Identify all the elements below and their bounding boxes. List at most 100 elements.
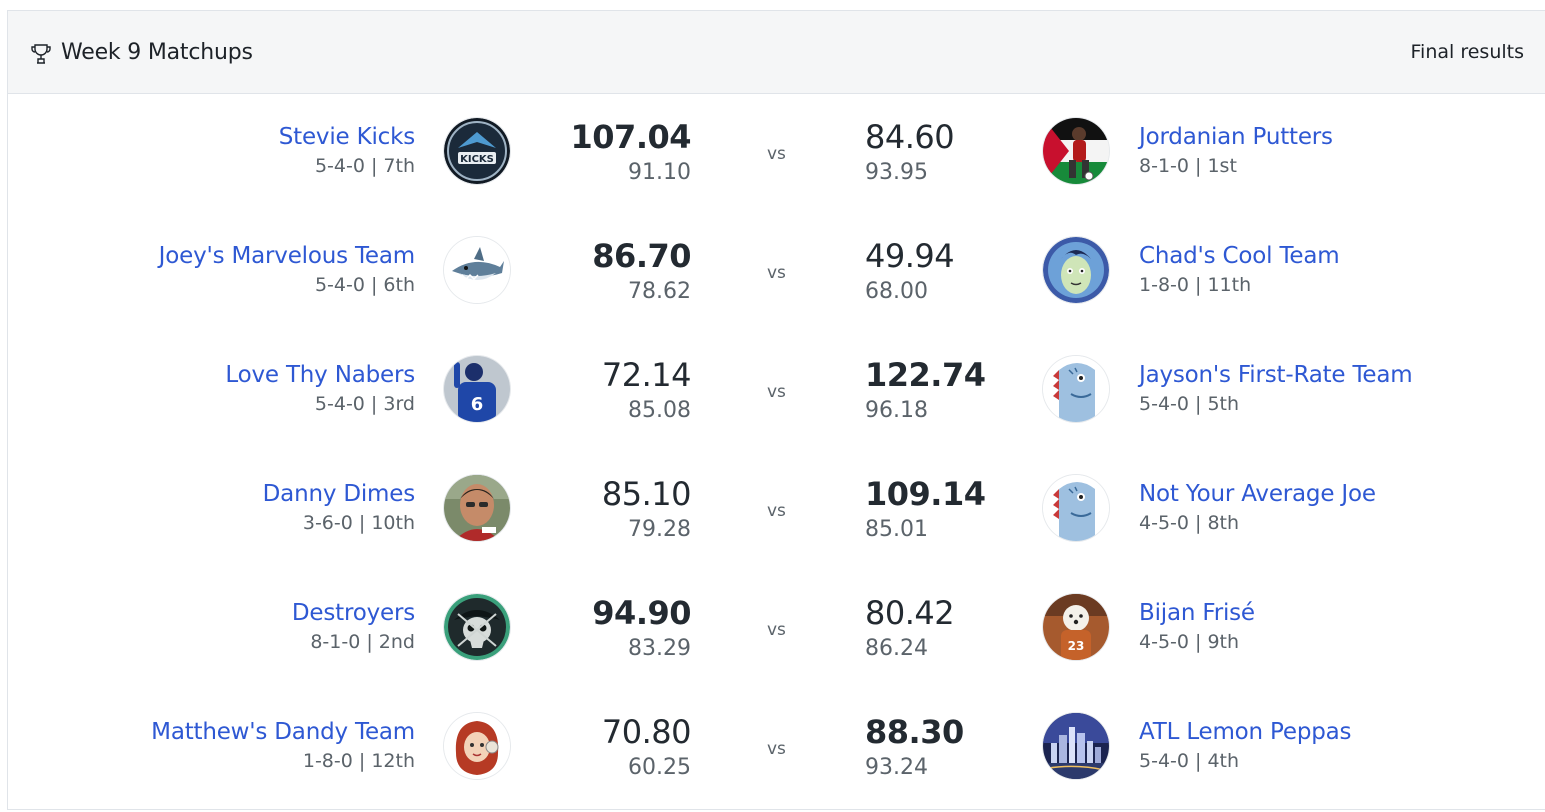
away-team-scores: 122.74 96.18 xyxy=(865,356,986,424)
away-team-scores: 109.14 85.01 xyxy=(865,475,986,543)
away-team-avatar[interactable] xyxy=(1043,475,1109,541)
matchup-row[interactable]: Love Thy Nabers 5-4-0 | 3rd 6 72.14 85.0… xyxy=(8,332,1545,451)
away-team-projected: 86.24 xyxy=(865,636,928,661)
away-team-score: 84.60 xyxy=(865,118,955,156)
home-team-score: 107.04 xyxy=(570,118,692,156)
home-team-name[interactable]: Stevie Kicks xyxy=(278,124,415,150)
home-team-info: Destroyers 8-1-0 | 2nd xyxy=(292,600,415,653)
away-team-score: 80.42 xyxy=(865,594,955,632)
away-team-avatar[interactable] xyxy=(1043,356,1109,422)
matchup-row[interactable]: Joey's Marvelous Team 5-4-0 | 6th 86.70 … xyxy=(8,213,1545,332)
away-team-projected: 93.24 xyxy=(865,755,928,780)
home-team-record: 5-4-0 | 7th xyxy=(314,155,415,177)
home-team-name[interactable]: Love Thy Nabers xyxy=(225,362,415,388)
home-team-scores: 70.80 60.25 xyxy=(601,713,692,781)
home-team-projected: 79.28 xyxy=(628,517,691,542)
matchup-row[interactable]: Matthew's Dandy Team 1-8-0 | 12th 70.80 … xyxy=(8,689,1545,808)
home-team-avatar[interactable]: 6 xyxy=(444,356,510,422)
away-team-scores: 80.42 86.24 xyxy=(865,594,955,662)
away-team-score: 88.30 xyxy=(865,713,964,751)
away-team-avatar[interactable] xyxy=(1043,237,1109,303)
away-team-avatar[interactable] xyxy=(1043,713,1109,779)
away-team-record: 4-5-0 | 8th xyxy=(1139,512,1240,534)
home-team-projected: 85.08 xyxy=(628,398,691,423)
home-team-record: 5-4-0 | 3rd xyxy=(314,393,415,415)
home-team-projected: 83.29 xyxy=(628,636,691,661)
away-team-scores: 49.94 68.00 xyxy=(865,237,955,305)
home-team-info: Joey's Marvelous Team 5-4-0 | 6th xyxy=(158,243,416,296)
home-team-info: Danny Dimes 3-6-0 | 10th xyxy=(262,481,416,534)
home-team-projected: 78.62 xyxy=(628,279,691,304)
vs-label: vs xyxy=(767,144,786,164)
away-team-score: 122.74 xyxy=(865,356,986,394)
home-team-avatar[interactable] xyxy=(444,713,510,779)
matchup-row[interactable]: Destroyers 8-1-0 | 2nd 94.90 83.29 vs 80… xyxy=(8,570,1545,689)
home-team-record: 8-1-0 | 2nd xyxy=(310,631,415,653)
home-team-projected: 91.10 xyxy=(628,160,691,185)
home-team-scores: 94.90 83.29 xyxy=(592,594,691,662)
away-team-name[interactable]: Jayson's First-Rate Team xyxy=(1139,362,1413,388)
away-team-record: 4-5-0 | 9th xyxy=(1139,631,1240,653)
vs-label: vs xyxy=(767,382,786,402)
home-team-score: 94.90 xyxy=(592,594,691,632)
home-team-record: 1-8-0 | 12th xyxy=(302,750,415,772)
home-team-projected: 60.25 xyxy=(628,755,691,780)
home-team-score: 72.14 xyxy=(601,356,692,394)
away-team-name[interactable]: Jordanian Putters xyxy=(1139,124,1333,150)
matchup-row[interactable]: Stevie Kicks 5-4-0 | 7th KICKS 107.04 91… xyxy=(8,94,1545,213)
home-team-avatar[interactable] xyxy=(444,594,510,660)
final-results-label: Final results xyxy=(1410,41,1524,63)
svg-text:6: 6 xyxy=(471,394,484,415)
away-team-avatar[interactable] xyxy=(1043,118,1109,184)
away-team-name[interactable]: Chad's Cool Team xyxy=(1139,243,1340,269)
home-team-avatar[interactable] xyxy=(444,475,510,541)
home-team-avatar[interactable]: KICKS xyxy=(444,118,510,184)
home-team-info: Love Thy Nabers 5-4-0 | 3rd xyxy=(225,362,415,415)
away-team-info: ATL Lemon Peppas 5-4-0 | 4th xyxy=(1139,719,1352,772)
away-team-name[interactable]: Bijan Frisé xyxy=(1139,600,1255,626)
home-team-name[interactable]: Matthew's Dandy Team xyxy=(151,719,415,745)
home-team-name[interactable]: Danny Dimes xyxy=(262,481,416,507)
home-team-info: Stevie Kicks 5-4-0 | 7th xyxy=(279,124,415,177)
trophy-icon xyxy=(31,44,51,64)
card-header: Week 9 Matchups Final results xyxy=(8,11,1545,94)
home-team-info: Matthew's Dandy Team 1-8-0 | 12th xyxy=(151,719,415,772)
away-team-record: 5-4-0 | 4th xyxy=(1139,750,1240,772)
away-team-info: Chad's Cool Team 1-8-0 | 11th xyxy=(1139,243,1340,296)
home-team-avatar[interactable] xyxy=(444,237,510,303)
home-team-name[interactable]: Joey's Marvelous Team xyxy=(158,243,416,269)
matchup-row[interactable]: Danny Dimes 3-6-0 | 10th 85.10 79.28 vs … xyxy=(8,451,1545,570)
svg-text:KICKS: KICKS xyxy=(460,154,494,165)
away-team-score: 109.14 xyxy=(865,475,986,513)
away-team-scores: 84.60 93.95 xyxy=(865,118,955,186)
away-team-projected: 68.00 xyxy=(865,279,928,304)
away-team-info: Jayson's First-Rate Team 5-4-0 | 5th xyxy=(1139,362,1413,415)
away-team-name[interactable]: ATL Lemon Peppas xyxy=(1139,719,1352,745)
home-team-scores: 72.14 85.08 xyxy=(601,356,692,424)
away-team-scores: 88.30 93.24 xyxy=(865,713,964,781)
home-team-name[interactable]: Destroyers xyxy=(291,600,415,626)
home-team-score: 86.70 xyxy=(592,237,691,275)
page-title: Week 9 Matchups xyxy=(61,40,253,65)
away-team-avatar[interactable]: 23 xyxy=(1043,594,1109,660)
away-team-projected: 85.01 xyxy=(865,517,928,542)
home-team-record: 5-4-0 | 6th xyxy=(314,274,415,296)
vs-label: vs xyxy=(767,263,786,283)
svg-text:23: 23 xyxy=(1068,639,1085,653)
home-team-score: 85.10 xyxy=(601,475,692,513)
away-team-info: Bijan Frisé 4-5-0 | 9th xyxy=(1139,600,1255,653)
away-team-score: 49.94 xyxy=(865,237,955,275)
away-team-projected: 93.95 xyxy=(865,160,928,185)
away-team-record: 1-8-0 | 11th xyxy=(1139,274,1252,296)
away-team-info: Jordanian Putters 8-1-0 | 1st xyxy=(1139,124,1333,177)
away-team-record: 5-4-0 | 5th xyxy=(1139,393,1240,415)
vs-label: vs xyxy=(767,739,786,759)
home-team-scores: 107.04 91.10 xyxy=(570,118,692,186)
vs-label: vs xyxy=(767,501,786,521)
home-team-record: 3-6-0 | 10th xyxy=(302,512,415,534)
home-team-scores: 86.70 78.62 xyxy=(592,237,691,305)
away-team-info: Not Your Average Joe 4-5-0 | 8th xyxy=(1139,481,1376,534)
away-team-record: 8-1-0 | 1st xyxy=(1139,155,1237,177)
home-team-score: 70.80 xyxy=(601,713,692,751)
away-team-name[interactable]: Not Your Average Joe xyxy=(1139,481,1376,507)
